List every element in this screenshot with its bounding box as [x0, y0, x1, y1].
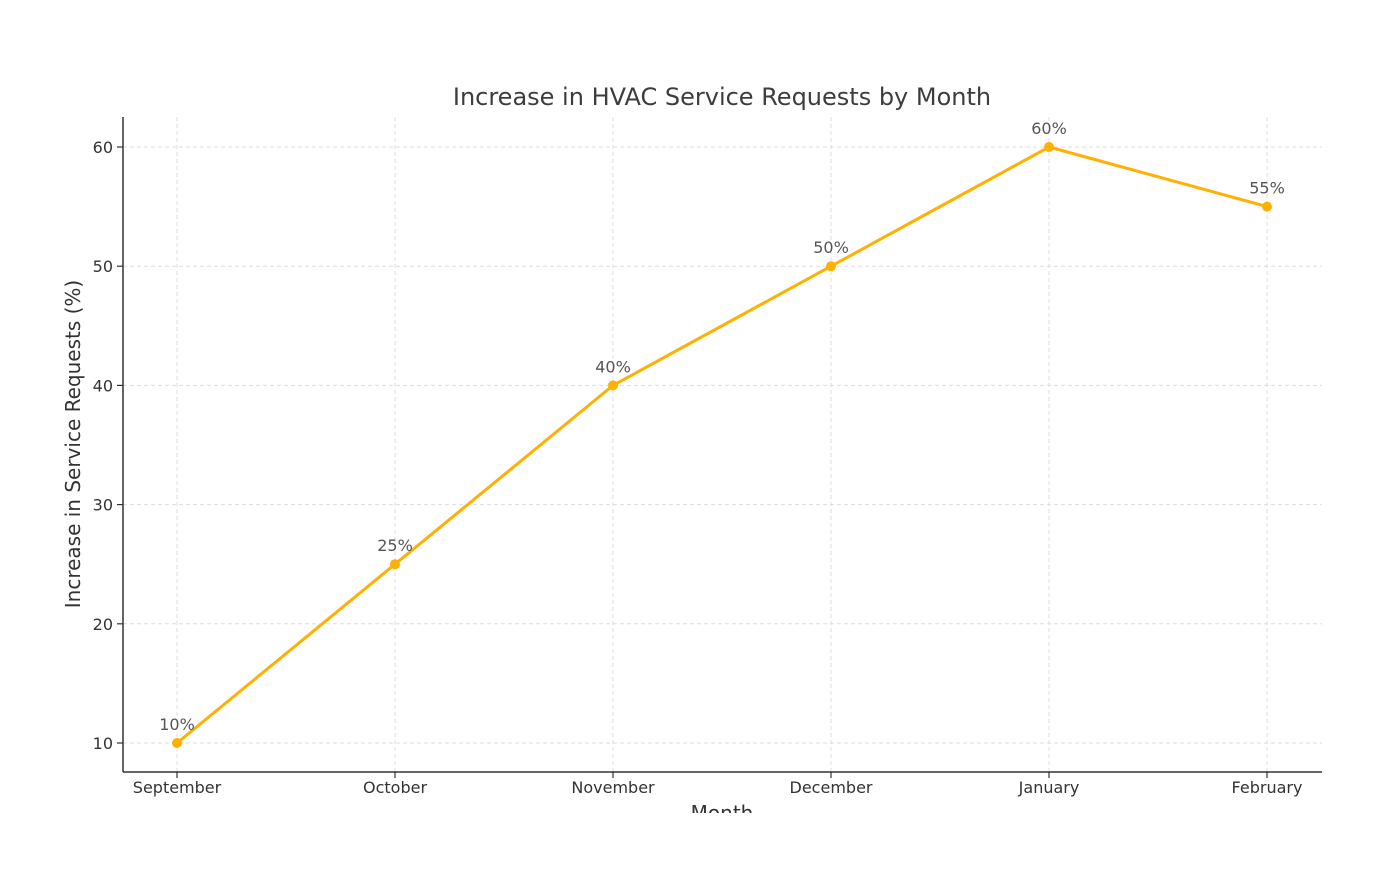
series-layer [172, 142, 1272, 748]
y-axis-label: Increase in Service Requests (%) [61, 280, 85, 609]
data-label-january: 60% [1031, 119, 1067, 138]
y-tick-label-10: 10 [93, 734, 113, 753]
y-tick-label-30: 30 [93, 496, 113, 515]
gridlines [123, 117, 1322, 772]
x-tick-label-september: September [133, 778, 222, 797]
series-line [175, 145, 1269, 745]
data-label-october: 25% [377, 536, 413, 555]
data-label-september: 10% [159, 715, 195, 734]
x-axis-label: Month [691, 801, 754, 825]
data-point-january [1044, 142, 1054, 152]
data-label-december: 50% [813, 238, 849, 257]
y-tick-label-50: 50 [93, 257, 113, 276]
data-point-december [826, 261, 836, 272]
data-point-november [608, 380, 618, 391]
chart-title: Increase in HVAC Service Requests by Mon… [453, 83, 991, 111]
y-tick-label-60: 60 [93, 138, 113, 157]
x-tick-label-december: December [790, 778, 873, 797]
data-point-october [390, 559, 400, 570]
x-tick-label-november: November [571, 778, 655, 797]
data-point-september [172, 738, 182, 748]
y-tick-label-20: 20 [93, 615, 113, 634]
axes [117, 117, 1322, 778]
x-tick-label-october: October [363, 778, 427, 797]
x-tick-label-january: January [1018, 778, 1080, 797]
x-tick-label-february: February [1232, 778, 1303, 797]
y-tick-label-40: 40 [93, 376, 113, 395]
data-label-february: 55% [1249, 179, 1285, 198]
data-label-november: 40% [595, 357, 631, 376]
data-point-february [1262, 201, 1272, 212]
labels: 10 20 30 40 50 60 September October November Dece… [93, 119, 1303, 797]
